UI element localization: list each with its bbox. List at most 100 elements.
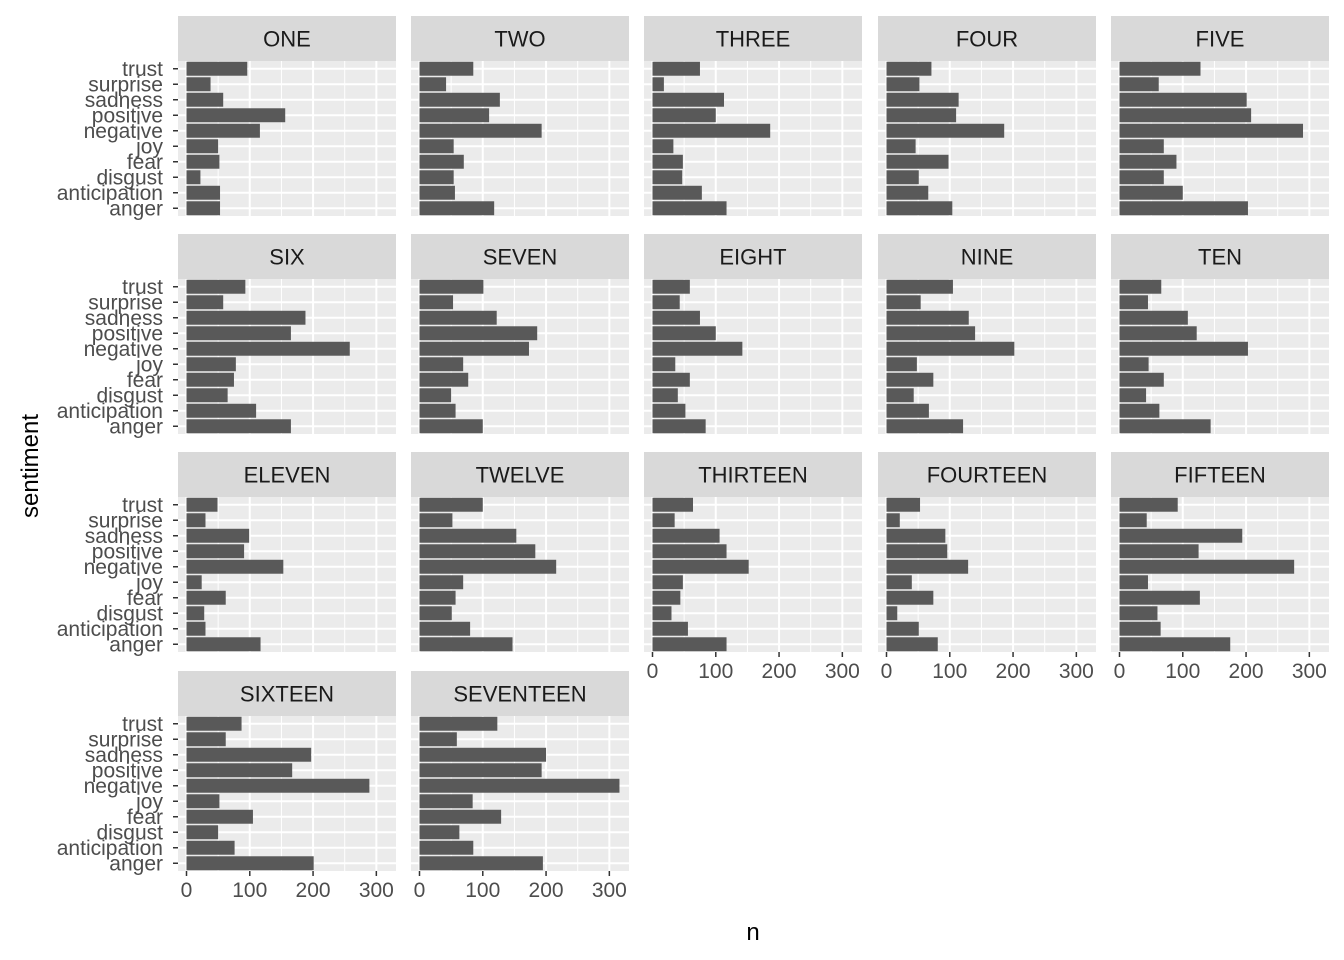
bar-positive xyxy=(886,326,976,341)
panel-strip xyxy=(644,452,862,497)
bar-joy xyxy=(886,357,917,372)
bar-surprise xyxy=(1119,77,1159,92)
bar-disgust xyxy=(886,170,919,185)
bar-negative xyxy=(652,559,749,574)
bar-anger xyxy=(1119,637,1231,652)
y-tick-label: negative xyxy=(84,775,163,798)
bar-anger xyxy=(186,637,261,652)
bar-anger xyxy=(186,201,221,216)
bar-negative xyxy=(886,123,1005,138)
panel-strip xyxy=(178,234,396,279)
bar-sadness xyxy=(886,92,959,107)
bar-fear xyxy=(186,154,220,169)
panel-seventeen: SEVENTEEN 0 100 200 300 xyxy=(411,671,629,902)
x-tick-label: 300 xyxy=(592,879,627,902)
bar-sadness xyxy=(186,528,250,543)
bar-joy xyxy=(186,139,219,154)
bar-positive xyxy=(1119,326,1197,341)
y-tick-label: surprise xyxy=(88,728,163,751)
panel-strip xyxy=(178,452,396,497)
panel-one: ONE angeranticipationdisgustfearjoynegati… xyxy=(57,16,396,220)
bar-joy xyxy=(419,575,464,590)
y-tick-label: positive xyxy=(92,540,163,563)
bar-sadness xyxy=(186,310,306,325)
bar-fear xyxy=(886,372,934,387)
panel-title: TWO xyxy=(494,27,545,52)
y-tick-label: joy xyxy=(135,353,163,376)
y-tick-label: anticipation xyxy=(57,400,163,423)
bar-anger xyxy=(1119,419,1211,434)
bar-fear xyxy=(186,372,234,387)
panel-seven: SEVEN xyxy=(411,234,629,434)
bar-disgust xyxy=(419,825,460,840)
bar-trust xyxy=(186,61,248,76)
x-tick-label: 0 xyxy=(414,879,426,902)
y-tick-label: surprise xyxy=(88,291,163,314)
y-tick-label: anticipation xyxy=(57,837,163,860)
bar-sadness xyxy=(419,310,497,325)
bar-sadness xyxy=(419,747,547,762)
panel-two: TWO xyxy=(411,16,629,216)
bar-fear xyxy=(186,590,226,605)
x-tick-label: 100 xyxy=(232,879,267,902)
bar-surprise xyxy=(186,77,211,92)
x-tick-label: 300 xyxy=(1292,660,1327,683)
panel-four: FOUR xyxy=(878,16,1096,216)
bar-anticipation xyxy=(1119,621,1161,636)
bar-anger xyxy=(419,201,495,216)
panel-eight: EIGHT xyxy=(644,234,862,434)
y-tick-label: trust xyxy=(122,494,163,517)
panel-twelve: TWELVE xyxy=(411,452,629,652)
x-tick-label: 200 xyxy=(296,879,331,902)
bar-anger xyxy=(652,201,727,216)
panel-nine: NINE xyxy=(878,234,1096,434)
bar-surprise xyxy=(186,732,226,747)
bar-trust xyxy=(419,279,484,294)
x-tick-label: 200 xyxy=(762,660,797,683)
panel-ten: TEN xyxy=(1111,234,1329,434)
x-tick-label: 200 xyxy=(529,879,564,902)
x-tick-label: 0 xyxy=(881,660,893,683)
bar-trust xyxy=(419,497,483,512)
bar-anticipation xyxy=(186,621,206,636)
bar-anticipation xyxy=(419,403,456,418)
y-tick-label: anger xyxy=(109,633,163,656)
bar-anger xyxy=(886,637,938,652)
bar-positive xyxy=(886,108,957,123)
panel-strip xyxy=(644,234,862,279)
panel-title: SEVENTEEN xyxy=(453,682,586,707)
panel-title: TEN xyxy=(1198,245,1242,270)
bar-anticipation xyxy=(886,621,919,636)
panel-strip xyxy=(878,452,1096,497)
bar-anticipation xyxy=(419,840,474,855)
y-tick-label: fear xyxy=(127,587,163,610)
bar-anger xyxy=(886,419,964,434)
bar-negative xyxy=(186,341,350,356)
panel-eleven: ELEVEN angeranticipationdisgustfearjoyneg… xyxy=(57,452,396,656)
panel-strip xyxy=(1111,452,1329,497)
bar-trust xyxy=(1119,61,1201,76)
x-tick-label: 100 xyxy=(698,660,733,683)
bar-positive xyxy=(186,108,286,123)
panel-five: FIVE xyxy=(1111,16,1329,216)
bar-negative xyxy=(1119,559,1295,574)
bar-fear xyxy=(652,372,690,387)
bar-fear xyxy=(652,154,683,169)
panel-title: TWELVE xyxy=(476,463,565,488)
y-tick-label: fear xyxy=(127,151,163,174)
x-tick-label: 200 xyxy=(996,660,1031,683)
y-tick-label: negative xyxy=(84,338,163,361)
bar-anger xyxy=(652,419,706,434)
bar-positive xyxy=(419,763,542,778)
bar-positive xyxy=(1119,108,1252,123)
bar-joy xyxy=(186,575,202,590)
bar-sadness xyxy=(186,92,224,107)
bar-surprise xyxy=(419,295,454,310)
bar-trust xyxy=(886,279,953,294)
bar-joy xyxy=(652,575,683,590)
bar-disgust xyxy=(886,606,898,621)
panel-fourteen: FOURTEEN 0 100 200 300 xyxy=(878,452,1096,683)
panel-strip xyxy=(178,671,396,716)
bar-anticipation xyxy=(186,403,257,418)
bar-disgust xyxy=(652,606,672,621)
